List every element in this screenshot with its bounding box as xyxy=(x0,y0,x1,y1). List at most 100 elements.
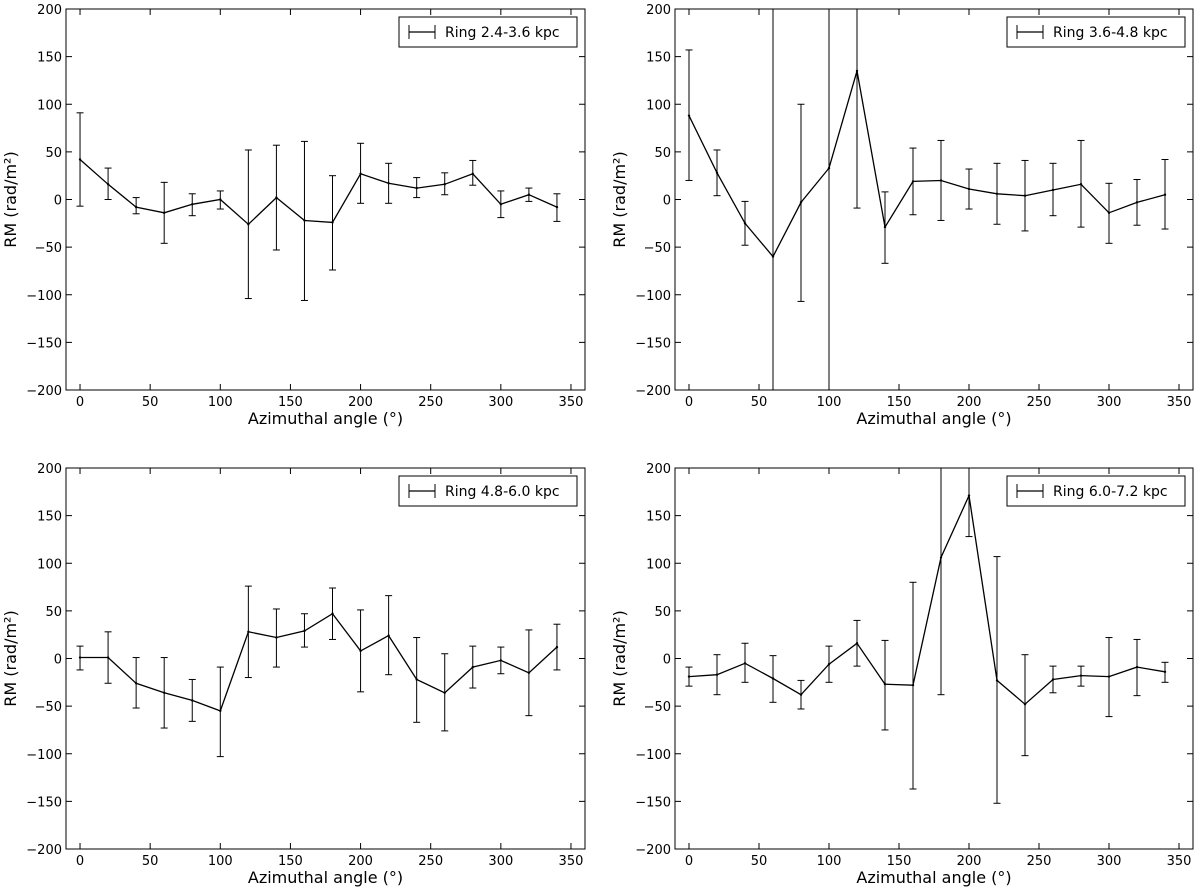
chart-panel-4: 0 50 100 150 200 250 300 350 200 150 100 50 0 −50 −100… xyxy=(610,462,1194,887)
data-point xyxy=(1051,188,1055,192)
y-tick-label: −50 xyxy=(644,700,671,715)
x-tick-label: 200 xyxy=(348,395,373,410)
data-point xyxy=(134,205,138,209)
data-point xyxy=(1023,703,1027,706)
y-tick-label: 150 xyxy=(37,51,62,66)
data-point xyxy=(967,187,971,191)
x-tick-label: 50 xyxy=(751,395,768,410)
data-point xyxy=(359,172,362,175)
y-tick-label: 100 xyxy=(37,98,62,113)
x-tick-label: 300 xyxy=(488,395,513,410)
data-point xyxy=(1107,211,1111,215)
y-tick-label: −150 xyxy=(26,795,62,810)
data-point xyxy=(967,494,971,497)
y-tick-label: 50 xyxy=(654,146,671,161)
y-tick-label: 50 xyxy=(654,605,671,620)
legend-label: Ring 6.0-7.2 kpc xyxy=(1053,484,1168,500)
data-point xyxy=(191,203,194,206)
data-point xyxy=(359,649,362,653)
y-tick-label: 100 xyxy=(646,98,671,113)
data-point xyxy=(387,634,390,637)
error-bar xyxy=(825,9,833,390)
data-point xyxy=(527,193,531,196)
data-point xyxy=(911,180,915,183)
y-tick-label: −100 xyxy=(635,289,671,304)
x-tick-label: 200 xyxy=(957,395,982,410)
x-tick-label: 50 xyxy=(142,854,159,869)
legend-label: Ring 2.4-3.6 kpc xyxy=(445,25,560,41)
data-point xyxy=(1079,183,1083,186)
x-axis-title: Azimuthal angle (°) xyxy=(248,409,403,428)
x-tick-label: 100 xyxy=(208,854,233,869)
error-bar xyxy=(853,9,861,209)
x-tick-label: 50 xyxy=(142,395,159,410)
chart-panel-3: 0 50 100 150 200 250 300 350 200 150 100 50 0 −50 −100… xyxy=(1,462,586,887)
data-point xyxy=(275,196,278,199)
data-point xyxy=(247,223,250,226)
y-tick-label: 150 xyxy=(646,51,671,66)
data-point xyxy=(106,656,110,659)
y-tick-label: −100 xyxy=(635,748,671,763)
data-point xyxy=(331,221,334,224)
series-line xyxy=(688,493,1166,706)
data-point xyxy=(275,636,278,639)
chart-panel-1: 0 50 100 150 200 250 300 350 200 150 100 50 0 −50 −100… xyxy=(1,3,586,428)
chart-panel-2: 0 50 100 150 200 250 300 350 200 150 100 50 0 −50 −100… xyxy=(610,3,1194,428)
legend: Ring 2.4-3.6 kpc xyxy=(398,16,578,48)
data-point xyxy=(1163,670,1167,674)
legend: Ring 4.8-6.0 kpc xyxy=(398,475,578,507)
data-point xyxy=(1135,201,1139,204)
y-tick-label: −200 xyxy=(635,843,671,858)
y-axis-title: RM (rad/m²) xyxy=(1,151,20,247)
data-point xyxy=(78,656,82,659)
y-tick-label: −200 xyxy=(26,384,62,399)
data-point xyxy=(303,629,306,633)
data-point xyxy=(855,642,859,645)
plot-frame xyxy=(65,467,586,850)
data-point xyxy=(911,683,915,687)
legend-label: Ring 4.8-6.0 kpc xyxy=(445,484,560,500)
y-tick-label: 0 xyxy=(54,653,62,668)
data-point xyxy=(1107,675,1111,678)
plot-area xyxy=(685,9,1169,390)
data-point xyxy=(743,222,747,225)
data-point xyxy=(771,255,775,258)
x-tick-label: 300 xyxy=(1097,854,1122,869)
y-tick-label: −50 xyxy=(644,241,671,256)
data-point xyxy=(555,205,559,209)
data-point xyxy=(883,683,887,686)
y-tick-label: 50 xyxy=(45,605,62,620)
x-tick-label: 50 xyxy=(751,854,768,869)
x-tick-label: 0 xyxy=(685,854,693,869)
y-tick-label: −100 xyxy=(26,748,62,763)
x-tick-label: 250 xyxy=(418,854,443,869)
x-tick-label: 250 xyxy=(1027,854,1052,869)
x-tick-label: 350 xyxy=(1167,854,1192,869)
data-point xyxy=(687,114,691,117)
legend-box xyxy=(398,475,578,507)
data-point xyxy=(799,693,803,696)
y-tick-label: −200 xyxy=(635,384,671,399)
x-tick-label: 250 xyxy=(418,395,443,410)
data-point xyxy=(1163,193,1167,196)
data-point xyxy=(855,69,859,73)
x-tick-label: 150 xyxy=(887,854,912,869)
data-point xyxy=(247,630,250,634)
data-point xyxy=(499,659,503,662)
y-tick-label: −150 xyxy=(635,336,671,351)
data-point xyxy=(303,219,306,222)
data-point xyxy=(827,166,831,170)
y-tick-label: 0 xyxy=(54,194,62,209)
data-point xyxy=(162,211,166,215)
y-tick-label: 200 xyxy=(646,3,671,18)
x-tick-label: 0 xyxy=(76,854,84,869)
data-point xyxy=(499,203,503,206)
x-tick-label: 0 xyxy=(76,395,84,410)
series-line xyxy=(79,159,558,226)
y-axis-title: RM (rad/m²) xyxy=(610,151,629,247)
data-point xyxy=(134,682,138,685)
data-point xyxy=(799,201,803,204)
data-point xyxy=(939,179,943,182)
data-point xyxy=(191,699,194,702)
